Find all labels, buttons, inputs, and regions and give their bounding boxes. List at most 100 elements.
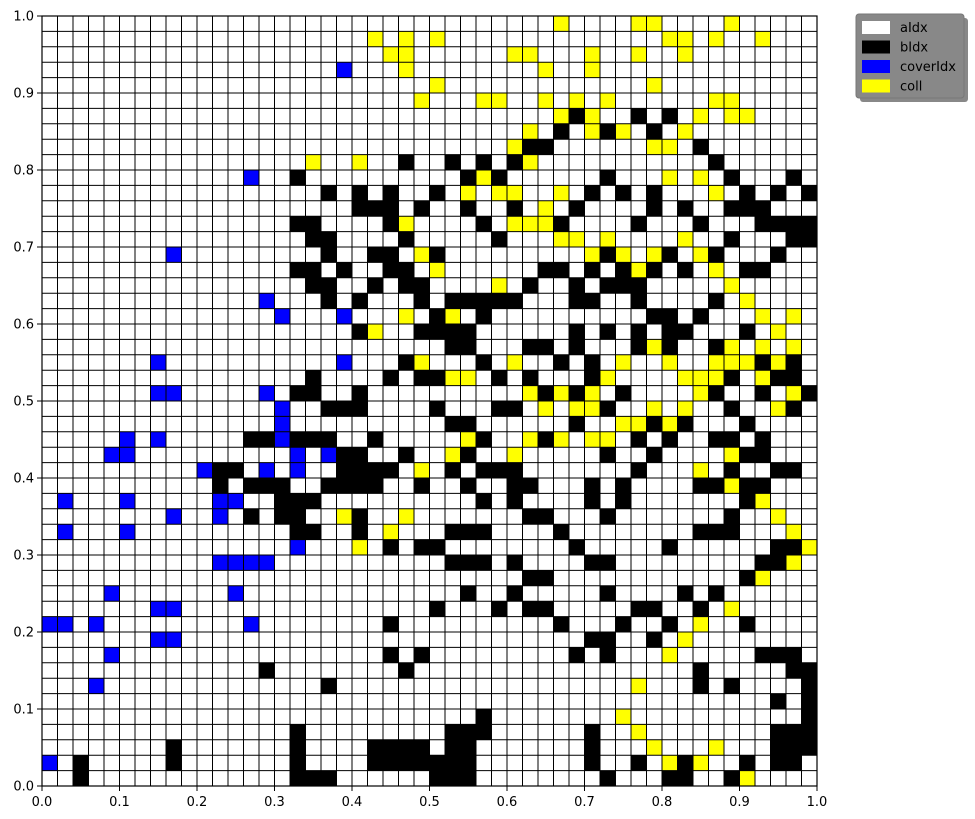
- cell-coll: [615, 354, 631, 371]
- cell-bIdx: [662, 247, 678, 263]
- cell-bIdx: [553, 524, 569, 540]
- cells-layer: [42, 16, 817, 786]
- cell-bIdx: [290, 739, 306, 756]
- cell-coll: [553, 108, 569, 124]
- cell-coll: [569, 401, 585, 417]
- cell-bIdx: [786, 401, 802, 417]
- cell-bIdx: [538, 508, 554, 525]
- cell-bIdx: [600, 508, 616, 525]
- cell-coverIdx: [274, 401, 290, 417]
- cell-coll: [538, 93, 554, 109]
- cell-coll: [724, 478, 740, 494]
- cell-bIdx: [600, 647, 616, 663]
- cell-bIdx: [290, 724, 306, 740]
- cell-bIdx: [538, 601, 554, 617]
- cell-coverIdx: [228, 585, 244, 602]
- cell-bIdx: [522, 139, 538, 155]
- cell-bIdx: [352, 508, 368, 525]
- cell-coll: [708, 262, 724, 278]
- cell-bIdx: [305, 385, 321, 401]
- cell-bIdx: [569, 277, 585, 294]
- y-tick-label: 0.2: [13, 626, 34, 641]
- cell-bIdx: [305, 231, 321, 247]
- cell-coll: [476, 170, 492, 186]
- cell-bIdx: [290, 170, 306, 186]
- legend-label-bIdx: bIdx: [900, 41, 928, 56]
- cell-coll: [414, 93, 430, 109]
- cell-bIdx: [367, 431, 383, 448]
- cell-bIdx: [321, 231, 337, 247]
- cell-bIdx: [755, 354, 771, 371]
- cell-bIdx: [693, 662, 709, 679]
- cell-coverIdx: [57, 616, 73, 632]
- cell-bIdx: [631, 339, 647, 355]
- cell-bIdx: [739, 185, 755, 201]
- cell-bIdx: [662, 308, 678, 324]
- cell-bIdx: [584, 262, 600, 278]
- cell-bIdx: [460, 478, 476, 494]
- cell-coll: [724, 339, 740, 355]
- cell-bIdx: [367, 478, 383, 494]
- cell-coll: [693, 108, 709, 124]
- cell-bIdx: [522, 478, 538, 494]
- cell-bIdx: [305, 370, 321, 386]
- cell-bIdx: [569, 385, 585, 401]
- cell-coll: [677, 370, 693, 386]
- cell-coverIdx: [243, 555, 259, 571]
- cell-coll: [770, 401, 786, 417]
- cell-coll: [507, 185, 523, 201]
- cell-bIdx: [724, 370, 740, 386]
- cell-bIdx: [290, 508, 306, 525]
- cell-bIdx: [646, 200, 662, 217]
- cell-coll: [693, 616, 709, 632]
- cell-bIdx: [352, 447, 368, 463]
- cell-bIdx: [460, 293, 476, 309]
- cell-bIdx: [460, 447, 476, 463]
- cell-coll: [352, 154, 368, 170]
- x-tick-label: 0.8: [652, 795, 673, 810]
- cell-coll: [569, 93, 585, 109]
- cell-coverIdx: [119, 493, 135, 509]
- x-tick-label: 0.2: [187, 795, 208, 810]
- cell-bIdx: [367, 247, 383, 263]
- cell-bIdx: [615, 616, 631, 632]
- cell-bIdx: [662, 539, 678, 555]
- cell-coll: [693, 170, 709, 186]
- cell-bIdx: [755, 216, 771, 232]
- cell-bIdx: [600, 123, 616, 140]
- cell-bIdx: [801, 385, 817, 401]
- cell-bIdx: [693, 601, 709, 617]
- cell-coll: [724, 16, 740, 32]
- cell-bIdx: [460, 200, 476, 217]
- axes-layer: 0.0 0.1 0.2 0.3 0.4 0.5 0.6 0.7 0.8 0.9 1.0 0.0 0.1 0…: [13, 10, 827, 811]
- cell-bIdx: [445, 524, 461, 540]
- cell-bIdx: [770, 555, 786, 571]
- cell-bIdx: [708, 385, 724, 401]
- cell-coll: [538, 200, 554, 217]
- cell-bIdx: [398, 154, 414, 170]
- cell-bIdx: [522, 339, 538, 355]
- cell-coverIdx: [259, 293, 275, 309]
- cell-bIdx: [569, 339, 585, 355]
- cell-coverIdx: [259, 385, 275, 401]
- cell-coll: [584, 385, 600, 401]
- cell-coll: [662, 139, 678, 155]
- cell-coll: [584, 123, 600, 140]
- cell-coll: [724, 277, 740, 294]
- cell-bIdx: [476, 293, 492, 309]
- cell-bIdx: [739, 616, 755, 632]
- x-tick-label: 0.6: [497, 795, 518, 810]
- cell-bIdx: [538, 431, 554, 448]
- cell-bIdx: [646, 185, 662, 201]
- cell-bIdx: [491, 170, 507, 186]
- cell-coverIdx: [228, 493, 244, 509]
- cell-bIdx: [538, 570, 554, 586]
- cell-bIdx: [274, 508, 290, 525]
- cell-bIdx: [770, 739, 786, 756]
- cell-coll: [507, 354, 523, 371]
- cell-bIdx: [367, 277, 383, 294]
- cell-bIdx: [429, 401, 445, 417]
- cell-coverIdx: [290, 462, 306, 478]
- cell-bIdx: [770, 755, 786, 771]
- cell-bIdx: [414, 277, 430, 294]
